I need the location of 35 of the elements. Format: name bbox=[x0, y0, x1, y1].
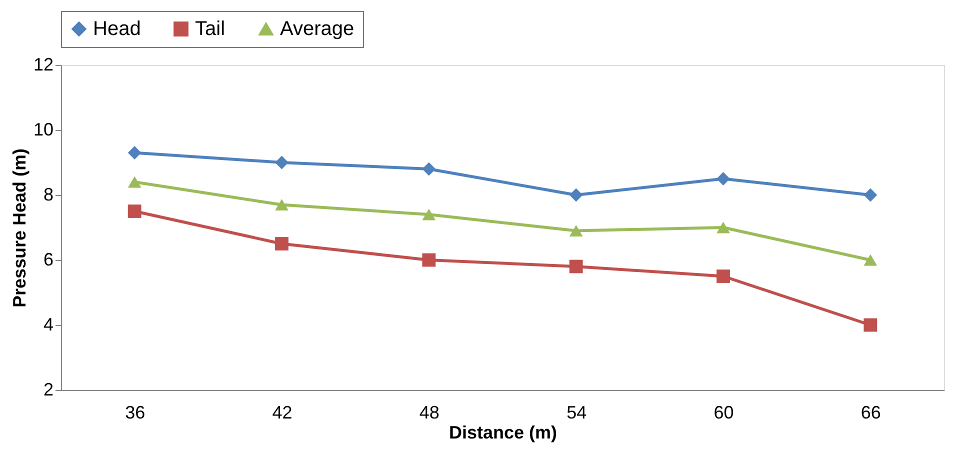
y-tick-label: 12 bbox=[33, 54, 54, 74]
point bbox=[864, 254, 878, 266]
legend-label: Head bbox=[93, 18, 141, 40]
point bbox=[569, 224, 583, 237]
y-tick-label: 6 bbox=[43, 250, 54, 270]
point bbox=[128, 176, 142, 188]
x-tick-label: 54 bbox=[566, 402, 587, 422]
point bbox=[716, 172, 730, 186]
point bbox=[864, 318, 878, 332]
x-tick-label: 36 bbox=[125, 402, 146, 422]
y-tick-label: 4 bbox=[43, 314, 54, 334]
point bbox=[275, 198, 288, 211]
x-tick-label: 48 bbox=[419, 402, 440, 422]
x-tick-label: 66 bbox=[860, 402, 881, 422]
legend-label: Average bbox=[280, 18, 354, 40]
point bbox=[864, 188, 878, 202]
point bbox=[275, 156, 288, 170]
y-tick-label: 8 bbox=[43, 184, 54, 204]
legend-label: Tail bbox=[195, 18, 226, 40]
y-axis-title: Pressure Head (m) bbox=[9, 148, 30, 308]
point bbox=[275, 237, 288, 250]
point bbox=[569, 260, 583, 274]
point bbox=[128, 204, 142, 218]
x-axis-title: Distance (m) bbox=[448, 422, 558, 442]
y-tick-label: 2 bbox=[43, 380, 54, 400]
point bbox=[422, 253, 436, 267]
x-tick-label: 60 bbox=[714, 402, 734, 422]
point bbox=[422, 208, 436, 220]
point bbox=[422, 162, 436, 176]
point bbox=[128, 146, 142, 160]
point bbox=[716, 270, 730, 283]
point bbox=[569, 188, 583, 202]
x-tick-label: 42 bbox=[272, 402, 292, 422]
y-tick-label: 10 bbox=[33, 120, 54, 140]
point bbox=[716, 222, 730, 234]
